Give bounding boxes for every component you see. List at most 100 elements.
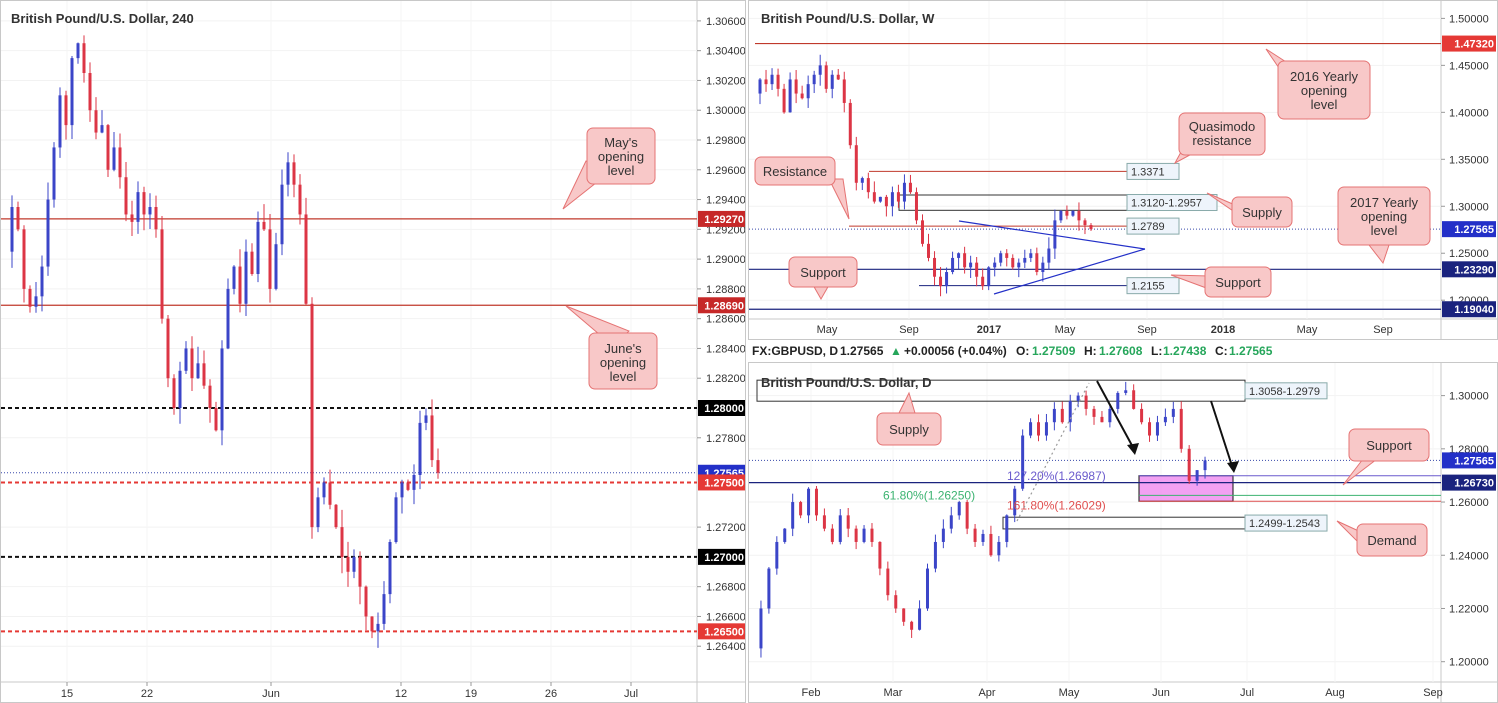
candle-body [949, 515, 953, 529]
candle-body [1013, 488, 1017, 516]
y-tick-label: 1.20000 [1449, 657, 1489, 669]
price-axis-label-bg [698, 297, 745, 314]
y-tick-label: 1.29000 [706, 254, 746, 266]
y-tick-label: 1.28800 [706, 284, 746, 296]
candle-body [1023, 257, 1027, 263]
candle-body [838, 515, 842, 542]
candle-body [836, 74, 840, 80]
candle-body [232, 266, 236, 289]
candle-body [862, 528, 866, 542]
y-tick-label: 1.26800 [706, 582, 746, 594]
candle-body [830, 74, 834, 89]
candle-body [997, 541, 1001, 556]
candle-body [939, 276, 943, 287]
candle-body [981, 533, 985, 542]
x-tick-label: May [1059, 687, 1080, 699]
candle-body [896, 192, 900, 202]
price-axis-label-bg [698, 400, 745, 416]
candle-body [945, 272, 949, 287]
candle-body [1011, 257, 1015, 268]
candle-body [136, 192, 140, 222]
candle-body [334, 504, 338, 528]
candle-body [776, 74, 780, 89]
demand-value-box: 1.2499-1.2543 [1249, 518, 1320, 530]
candle-body [1092, 408, 1096, 417]
candle-body [166, 318, 170, 379]
y-tick-label: 1.27800 [706, 433, 746, 445]
x-tick-label: Apr [978, 687, 995, 699]
y-tick-label: 1.29400 [706, 195, 746, 207]
resistance-value-box-bg [1126, 217, 1180, 235]
candle-body [1052, 408, 1056, 423]
x-tick-label: Jul [624, 688, 638, 700]
candle-body [40, 266, 44, 297]
chart-daily-svg[interactable]: 1.300001.280001.260001.240001.220001.200… [749, 363, 1498, 703]
candle-body [94, 110, 98, 133]
candle-body [1195, 470, 1199, 481]
yearly-2017-callout-text: 2017 Yearly opening level [1350, 195, 1418, 238]
chart-panel-4h[interactable]: 1.30600 1.30400 1.30200 1.30000 1.29800 1.296… [0, 0, 746, 703]
open-label: O: [1016, 344, 1030, 358]
projection-arrows [1096, 380, 1239, 473]
candle-body [256, 221, 260, 274]
candle-body [975, 262, 979, 277]
chart-panel-daily[interactable]: 1.30000 1.28000 1.26000 1.24000 1.22000 1.200… [748, 362, 1498, 703]
price-axis-label-bg [698, 210, 745, 227]
candle-body [890, 192, 894, 207]
callout-line: 2016 Yearly [1290, 69, 1358, 84]
quasimodo-value-box-bg [1126, 162, 1180, 180]
support-value-box-bg [1126, 277, 1180, 295]
low-label: L: [1151, 344, 1163, 358]
low-value: 1.27438 [1163, 344, 1207, 358]
candle-body [400, 482, 404, 498]
candle-body [854, 145, 858, 183]
y-tick-label: 1.29200 [706, 224, 746, 236]
candle-body [220, 348, 224, 431]
y-tick-label: 1.24000 [1449, 550, 1489, 562]
x-tick-label: 22 [141, 688, 153, 700]
supply-value-box-bg [1126, 194, 1218, 212]
last-price: 1.27565 [840, 344, 884, 358]
x-tick-label: Jun [1152, 687, 1170, 699]
y-tick-label: 1.29600 [706, 165, 746, 177]
candle-body [957, 253, 961, 258]
fib-trendline [1016, 382, 1090, 522]
candle-body [814, 488, 818, 516]
candle-body [364, 586, 368, 617]
candle-body [46, 199, 50, 267]
candle-body [1005, 515, 1009, 542]
candle-body [160, 229, 164, 319]
candle-body [783, 528, 787, 542]
candle-body [430, 415, 434, 461]
yearly-2017-callout: 2017 Yearly opening level [1337, 186, 1431, 265]
candle-body [262, 221, 266, 230]
candle-body [1100, 416, 1104, 423]
y-tick-label: 1.29800 [706, 135, 746, 147]
candle-body [64, 95, 68, 126]
callout-line: level [610, 369, 637, 384]
y-tick-label: 1.28600 [706, 314, 746, 326]
axis-label-14732-bg [1442, 35, 1496, 52]
candle-body [1021, 435, 1025, 489]
candle-body [1171, 408, 1175, 417]
chart-weekly-svg[interactable]: 1.50000 1.45000 1.40000 1.35000 1.30000 1.250… [749, 1, 1498, 340]
supply-callout: Supply [1206, 192, 1293, 228]
candle-body [933, 257, 937, 277]
candle-body [34, 296, 38, 307]
chart-4h-svg[interactable]: 1.30600 1.30400 1.30200 1.30000 1.29800 1.296… [1, 1, 746, 703]
candle-body [925, 568, 929, 609]
candle-body [758, 79, 762, 94]
candle-body [854, 528, 858, 542]
supply-zone [898, 194, 1128, 211]
candle-body [1029, 253, 1033, 258]
callout-line: June's [604, 341, 642, 356]
candle-body [142, 192, 146, 215]
candle-body [424, 415, 428, 423]
y-tick-label: 1.26000 [1449, 497, 1489, 509]
supply-value-box: 1.3120-1.2957 [1131, 198, 1202, 210]
june-opening-callout: June's opening level [565, 305, 658, 390]
candle-body [989, 533, 993, 556]
candle-body [830, 528, 834, 542]
chart-panel-weekly[interactable]: 1.50000 1.45000 1.40000 1.35000 1.30000 1.250… [748, 0, 1498, 340]
x-tick-label: 26 [545, 688, 557, 700]
